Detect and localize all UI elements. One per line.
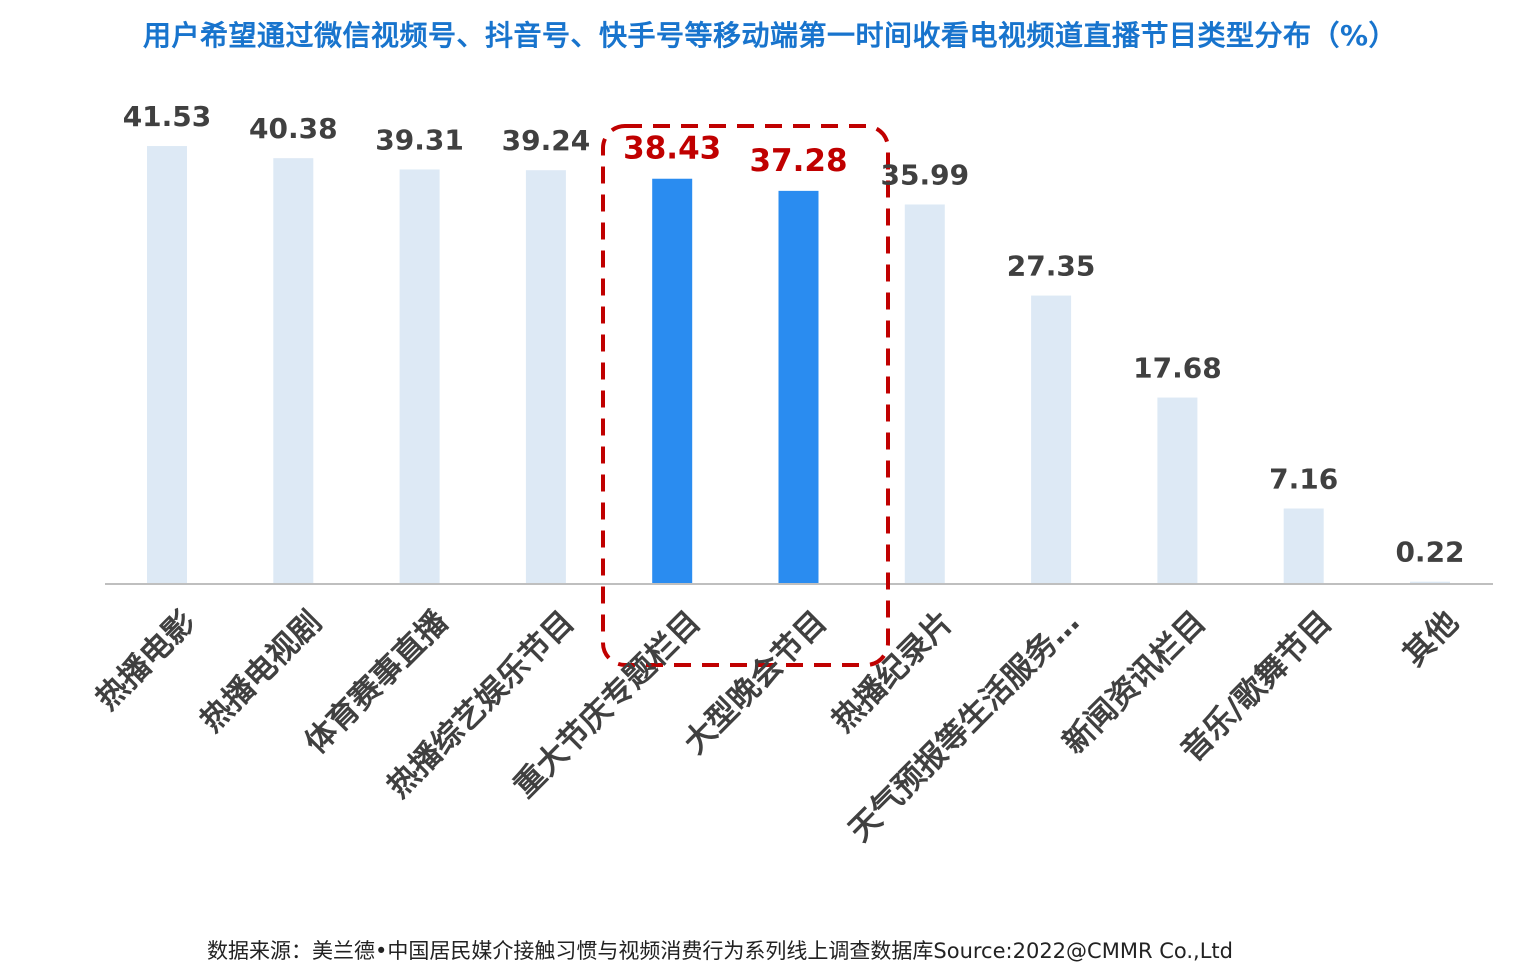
labels-layer: 41.53 40.38 39.31 39.24 38.43 37.28 35.99 27.35… [123,100,1465,569]
tick-label-7: 热播纪录片 [825,604,960,739]
bar-1 [147,146,187,584]
data-label-11: 0.22 [1395,536,1464,569]
bar-10 [1283,508,1324,584]
data-label-1: 41.53 [123,100,212,133]
bar-2 [273,158,314,584]
bar-11 [1410,581,1450,584]
source-note: 数据来源：美兰德•中国居民媒介接触习惯与视频消费行为系列线上调查数据库Sourc… [207,939,1233,963]
tick-label-1: 热播电影 [89,604,202,717]
data-label-3: 39.31 [375,123,464,156]
bar-8 [1031,295,1072,584]
chart-title: 用户希望通过微信视频号、抖音号、快手号等移动端第一时间收看电视频道直播节目类型分… [142,19,1398,52]
data-label-2: 40.38 [249,112,338,145]
bars-layer [147,146,1450,585]
data-label-5: 38.43 [623,131,721,167]
tick-label-8: 天气预报等生活服务… [842,604,1087,849]
bar-4 [525,170,566,585]
tick-labels-layer: 热播电影热播电视剧体育赛事直播热播综艺娱乐节目重大节庆专题栏目大型晚会节目热播纪… [89,603,1465,848]
data-label-4: 39.24 [502,124,591,157]
data-label-9: 17.68 [1133,352,1222,385]
data-label-10: 7.16 [1269,462,1338,495]
tick-label-11: 其他 [1396,604,1465,673]
highlight-box [601,124,890,667]
data-label-7: 35.99 [881,158,970,191]
bar-3 [399,169,440,584]
bar-6 [778,190,819,584]
tick-label-2: 热播电视剧 [194,604,329,739]
bar-7 [904,204,945,584]
bar-chart: 41.53 40.38 39.31 39.24 38.43 37.28 35.99 27.35… [89,100,1493,849]
bar-9 [1157,397,1198,584]
bar-5 [652,178,693,585]
data-label-6: 37.28 [749,143,847,179]
data-label-8: 27.35 [1007,250,1096,283]
